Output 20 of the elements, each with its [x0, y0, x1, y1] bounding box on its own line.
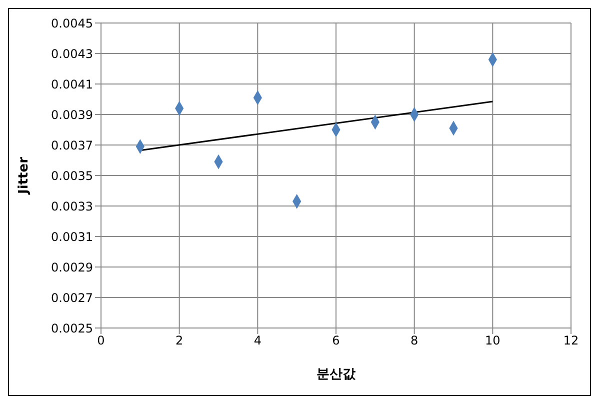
x-tick-label: 4	[254, 334, 262, 348]
y-tick-label: 0.0035	[51, 168, 93, 183]
y-tick-label: 0.0043	[51, 46, 93, 61]
y-tick-label: 0.0027	[51, 290, 93, 305]
x-axis-title: 분산값	[316, 367, 356, 382]
y-tick-label: 0.0025	[51, 321, 93, 336]
y-axis-title: Jitter	[16, 156, 32, 195]
x-tick-label: 6	[332, 334, 340, 348]
x-tick-label: 2	[176, 334, 184, 348]
y-tick-label: 0.0041	[51, 77, 93, 92]
x-tick-label: 12	[563, 334, 579, 348]
x-tick-label: 0	[97, 334, 105, 348]
y-tick-label: 0.0037	[51, 138, 93, 152]
x-tick-label: 10	[485, 334, 500, 348]
y-tick-label: 0.0039	[51, 108, 93, 122]
y-tick-label: 0.0031	[51, 230, 93, 244]
y-tick-label: 0.0045	[51, 16, 93, 30]
y-tick-label: 0.0033	[51, 199, 93, 214]
x-tick-label: 8	[410, 334, 418, 348]
y-tick-label: 0.0029	[51, 260, 93, 274]
